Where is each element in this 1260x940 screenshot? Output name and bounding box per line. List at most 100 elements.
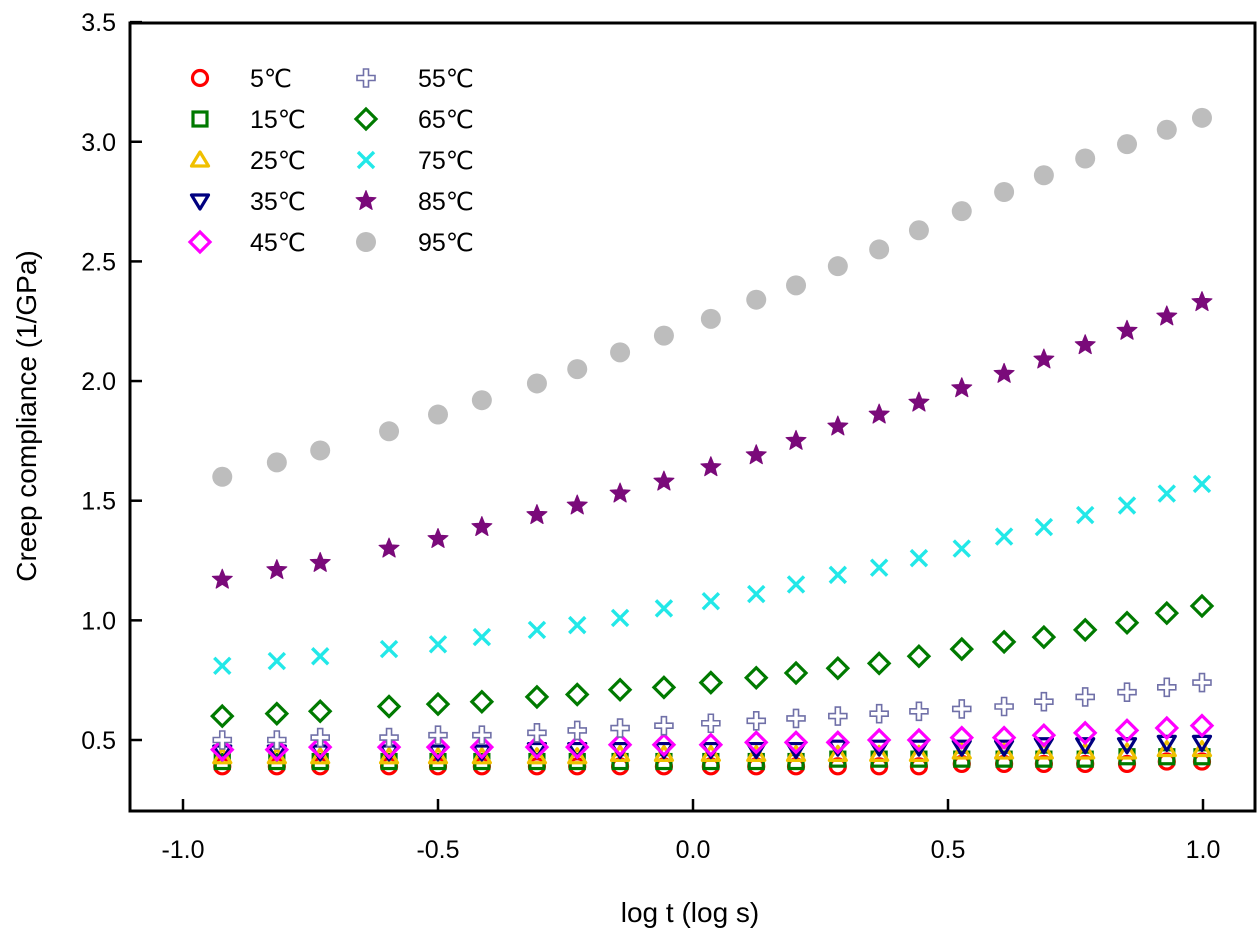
series-45c [210, 713, 1215, 762]
data-point [526, 373, 547, 394]
y-tick-label: 2.0 [81, 368, 116, 396]
data-point [1116, 742, 1138, 760]
data-point [785, 429, 807, 450]
data-point [866, 727, 892, 753]
y-tick-label: 1.0 [81, 607, 116, 635]
data-point [1033, 742, 1054, 760]
data-point [607, 732, 633, 758]
data-point [1033, 348, 1055, 369]
data-point [698, 670, 724, 695]
legend-item: 55℃ [356, 65, 474, 93]
x-tick-label: 0.0 [676, 836, 711, 864]
data-point [1191, 739, 1213, 758]
data-point [610, 342, 631, 363]
data-point [1189, 593, 1215, 619]
data-point [868, 403, 890, 424]
legend-label: 25℃ [250, 147, 306, 175]
legend: 5℃ 15℃ 25℃ 35℃ 45℃ 55℃ 65℃ 75℃ 85℃ 95℃ [187, 65, 474, 257]
data-point [700, 308, 721, 329]
y-tick-label: 0.5 [81, 727, 116, 755]
data-point [700, 456, 722, 477]
data-point [869, 703, 889, 724]
data-point [427, 527, 449, 548]
data-point [743, 665, 769, 691]
data-point [828, 706, 848, 726]
legend-item: 5℃ [190, 65, 292, 93]
data-point [869, 239, 890, 260]
y-tick-label: 3.5 [81, 9, 116, 37]
data-point [653, 325, 674, 346]
legend-marker-icon [189, 193, 211, 211]
data-point [1031, 624, 1057, 650]
data-point [264, 701, 290, 726]
data-point [568, 615, 587, 635]
data-point [471, 516, 493, 537]
legend-marker-icon [189, 150, 211, 168]
data-point [654, 715, 674, 736]
y-tick-label: 3.0 [81, 129, 116, 157]
data-point [786, 575, 806, 594]
legend-label: 15℃ [250, 106, 306, 134]
data-point [1156, 305, 1178, 326]
data-point [211, 568, 233, 589]
data-point [564, 682, 590, 707]
data-point [908, 739, 930, 757]
data-point [1191, 107, 1212, 128]
data-point [267, 651, 287, 671]
data-point [213, 656, 232, 676]
data-point [1033, 737, 1054, 755]
data-point [828, 565, 848, 585]
data-point [567, 747, 588, 765]
data-point [1075, 742, 1096, 760]
data-point [1074, 334, 1096, 355]
data-point [1034, 517, 1054, 537]
data-point [909, 701, 929, 722]
data-point [472, 725, 492, 746]
x-tick-label: 0.5 [931, 836, 966, 864]
axis-ticks: -1.0 -0.5 0.0 0.5 1.0 0.5 1.0 1.5 2.0 2.5 3.0 3.5 [81, 9, 1220, 864]
legend-label: 85℃ [418, 188, 474, 216]
data-point [210, 737, 235, 762]
data-point [471, 390, 492, 411]
data-point [527, 757, 547, 776]
legend-label: 55℃ [418, 65, 474, 93]
data-point [993, 739, 1015, 757]
data-point [651, 732, 677, 758]
data-point [1114, 718, 1140, 743]
data-point [1156, 677, 1177, 698]
legend-item: 45℃ [187, 229, 306, 257]
data-point [428, 725, 448, 746]
data-point [1034, 691, 1054, 712]
data-point [425, 734, 451, 760]
data-point [909, 548, 929, 568]
data-point [994, 182, 1015, 203]
series-85c [211, 291, 1213, 589]
data-point [746, 711, 767, 731]
data-point [524, 684, 550, 710]
x-tick-label: -1.0 [161, 836, 204, 864]
data-point [566, 494, 588, 515]
data-point [266, 559, 288, 580]
data-point [783, 660, 809, 686]
series-55c [212, 672, 1212, 750]
data-point [869, 558, 889, 577]
data-point [1189, 713, 1215, 738]
legend-item: 25℃ [189, 147, 306, 175]
data-point [949, 725, 975, 750]
data-point [526, 747, 548, 765]
data-point [949, 636, 975, 662]
data-point [1072, 720, 1098, 746]
data-point [379, 727, 399, 748]
data-point [825, 655, 851, 681]
x-tick-label: 1.0 [1186, 836, 1221, 864]
data-point [746, 289, 767, 310]
legend-marker-icon [355, 190, 377, 210]
data-point [991, 629, 1017, 655]
data-point [524, 734, 550, 760]
data-point [827, 415, 849, 436]
y-axis-title: Creep compliance (1/GPa) [11, 250, 42, 581]
data-point [1031, 722, 1057, 748]
data-point [310, 647, 330, 666]
data-point [701, 592, 721, 611]
